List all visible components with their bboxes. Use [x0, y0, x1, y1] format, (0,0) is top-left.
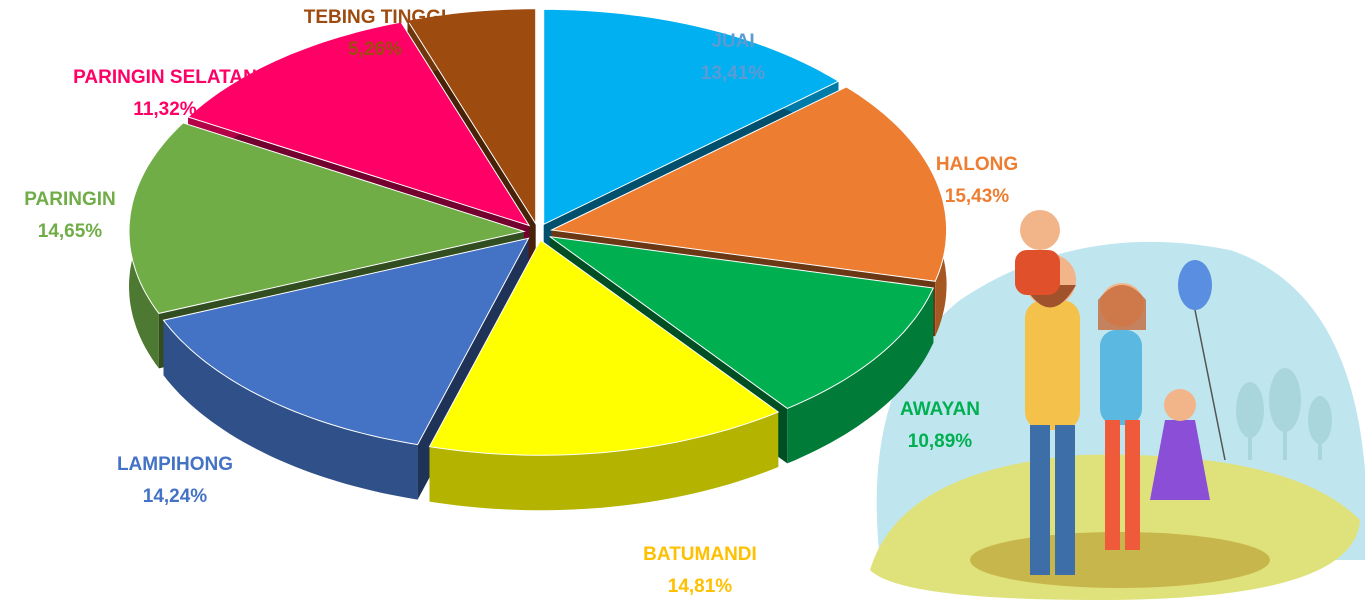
value-label: 14,65%	[38, 221, 103, 242]
category-label: LAMPIHONG	[117, 454, 233, 475]
value-label: 13,41%	[701, 63, 766, 84]
pie	[128, 8, 948, 511]
labels: JUAI 13,41% HALONG 15,43% AWAYAN 10,89% BATUMA…	[24, 7, 1018, 597]
category-label: TEBING TINGGI	[304, 7, 447, 28]
category-label: PARINGIN SELATAN	[73, 67, 257, 88]
slice	[428, 239, 780, 456]
illustration	[870, 210, 1365, 600]
slice	[162, 237, 530, 446]
category-label: HALONG	[936, 154, 1018, 175]
family	[1015, 210, 1226, 575]
category-label: PARINGIN	[24, 189, 115, 210]
value-label: 15,43%	[945, 186, 1010, 207]
slice	[128, 122, 526, 314]
slice	[549, 86, 948, 282]
value-label: 14,81%	[668, 576, 733, 597]
category-label: JUAI	[711, 31, 754, 52]
slice-wall	[787, 288, 934, 464]
value-label: 5,26%	[348, 39, 402, 60]
slice-wall	[429, 412, 779, 511]
slice	[406, 8, 537, 226]
slice	[187, 21, 531, 227]
trees	[1236, 368, 1332, 460]
value-label: 10,89%	[908, 431, 973, 452]
value-label: 11,32%	[133, 99, 196, 120]
value-label: 14,24%	[143, 486, 208, 507]
category-label: BATUMANDI	[643, 544, 757, 565]
slice	[543, 8, 840, 226]
category-label: AWAYAN	[900, 399, 980, 420]
slice	[549, 236, 935, 409]
